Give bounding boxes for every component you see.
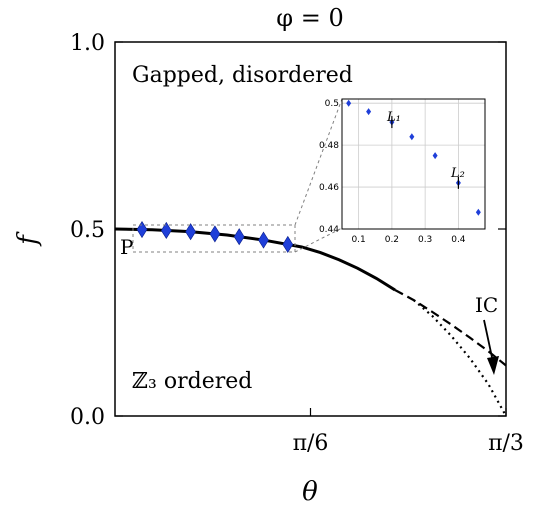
zoom-leader-top xyxy=(294,98,343,226)
main-data-marker xyxy=(282,235,294,254)
main-x-tick-label: π/3 xyxy=(488,431,524,456)
inset-y-tick-label: 0.48 xyxy=(319,141,339,151)
inset-data-marker xyxy=(475,208,481,216)
inset-x-tick-label: 0.1 xyxy=(351,235,365,245)
zoom-leader-bottom xyxy=(294,227,343,253)
inset-x-tick-label: 0.2 xyxy=(385,235,399,245)
main-curve-solid xyxy=(114,227,396,292)
main-x-tick-label: π/6 xyxy=(293,431,329,456)
main-data-marker xyxy=(258,231,269,249)
main-data-marker xyxy=(233,228,245,246)
main-y-tick-label: 0.0 xyxy=(70,405,105,430)
inset-data-marker xyxy=(366,108,372,116)
y-axis-label: f xyxy=(13,231,43,247)
inset-x-tick-label: 0.3 xyxy=(418,235,432,245)
inset-y-tick-label: 0.46 xyxy=(319,183,339,193)
ic-arrow-head xyxy=(487,356,499,375)
region-bottom-label: ℤ₃ ordered xyxy=(132,369,252,394)
main-data-marker xyxy=(185,223,196,241)
inset-y-tick-label: 0.5 xyxy=(325,99,339,109)
point-p-label: P xyxy=(120,235,133,259)
main-curve-dotted xyxy=(412,299,507,417)
x-axis-label: θ xyxy=(302,477,318,507)
main-data-marker xyxy=(160,221,172,240)
inset-data-marker xyxy=(432,152,438,160)
inset-y-tick-label: 0.44 xyxy=(319,225,339,235)
ic-arrow-shaft xyxy=(483,319,494,363)
chart-title: φ = 0 xyxy=(276,4,343,32)
inset-chart: 0.1 0.2 0.3 0.4 0.44 0.46 0.48 0.5 L₁ L₂ xyxy=(319,98,486,245)
inset-background xyxy=(342,99,485,229)
main-y-tick-label: 0.5 xyxy=(70,218,105,243)
main-data-marker xyxy=(209,225,221,243)
zoom-region-rect xyxy=(132,224,296,253)
inset-data-marker xyxy=(346,99,352,107)
main-y-tick-label: 1.0 xyxy=(70,31,105,56)
inset-frame xyxy=(341,98,486,230)
region-top-label: Gapped, disordered xyxy=(132,63,353,88)
inset-label-l2: L₂ xyxy=(450,166,465,181)
point-ic-label: IC xyxy=(475,293,498,317)
inset-label-l1: L₁ xyxy=(386,110,401,125)
inset-x-tick-label: 0.4 xyxy=(451,235,466,245)
main-data-marker xyxy=(136,220,148,239)
inset-data-marker xyxy=(409,133,415,141)
